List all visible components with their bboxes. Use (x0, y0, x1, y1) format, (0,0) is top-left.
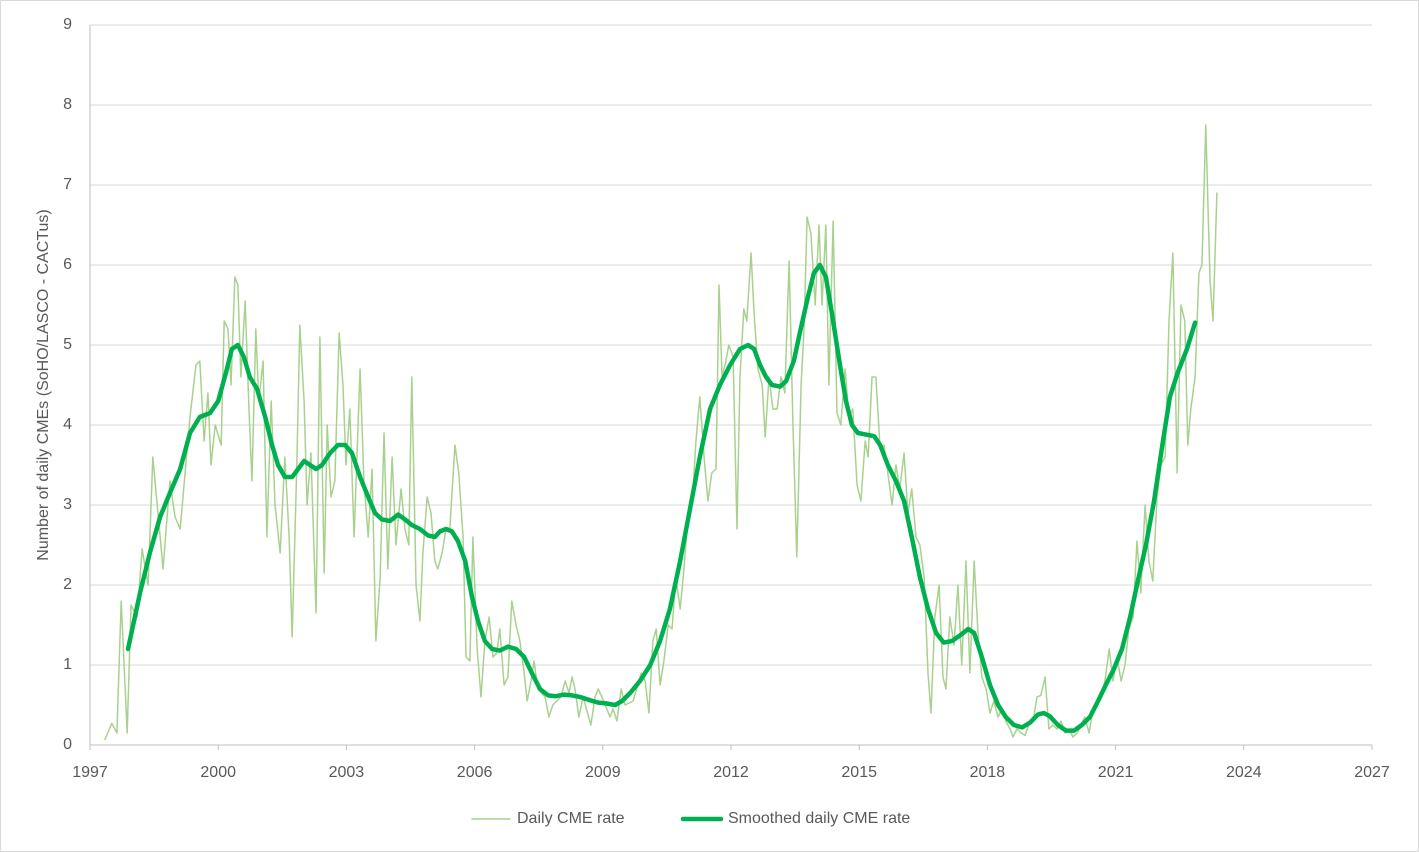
y-tick-label: 3 (63, 496, 72, 513)
x-tick-label: 1997 (72, 764, 108, 781)
x-tick-label: 2006 (457, 764, 493, 781)
x-tick-label: 2018 (970, 764, 1006, 781)
y-tick-label: 1 (63, 656, 72, 673)
x-tick-label: 2009 (585, 764, 621, 781)
legend-label: Smoothed daily CME rate (728, 810, 910, 827)
x-tick-label: 2027 (1354, 764, 1390, 781)
y-tick-label: 4 (63, 416, 72, 433)
y-tick-label: 6 (63, 256, 72, 273)
y-axis-label: Number of daily CMEs (SoHO/LASCO - CACTu… (35, 209, 52, 560)
x-tick-label: 2015 (841, 764, 877, 781)
y-tick-label: 2 (63, 576, 72, 593)
x-tick-label: 2003 (329, 764, 365, 781)
series-line (125, 262, 1198, 733)
x-tick-label: 2000 (200, 764, 236, 781)
legend-label: Daily CME rate (517, 810, 625, 827)
x-tick-label: 2021 (1098, 764, 1134, 781)
y-tick-label: 8 (63, 96, 72, 113)
y-tick-label: 9 (63, 16, 72, 33)
y-tick-label: 7 (63, 176, 72, 193)
x-tick-label: 2012 (713, 764, 749, 781)
y-tick-label: 0 (63, 736, 72, 753)
x-tick-label: 2024 (1226, 764, 1262, 781)
y-tick-label: 5 (63, 336, 72, 353)
